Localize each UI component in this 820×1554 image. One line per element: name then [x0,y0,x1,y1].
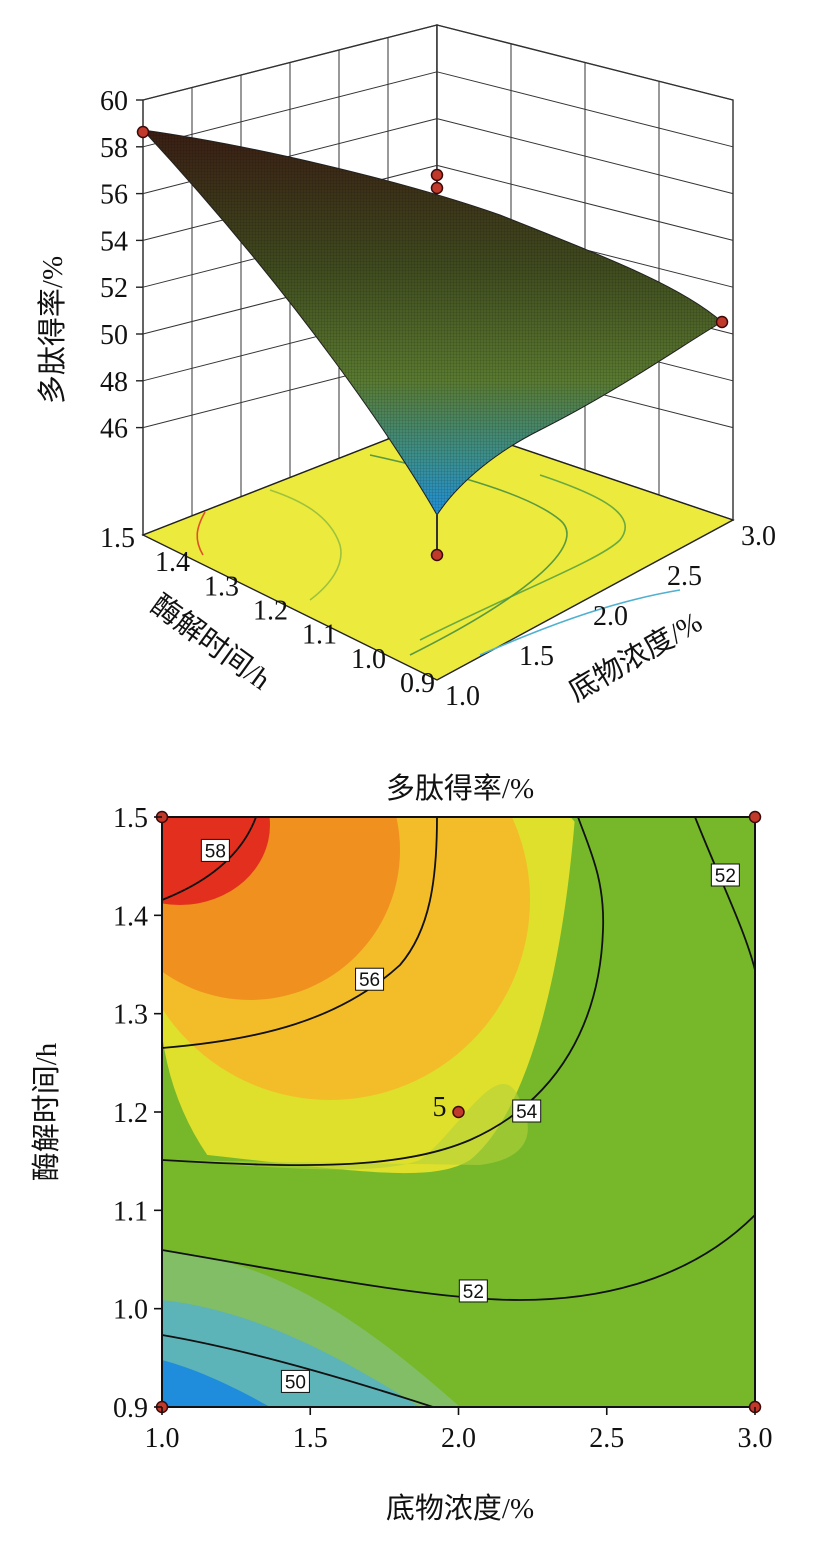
x-axis-label-3d: 底物浓度/% [563,605,708,708]
y-tick-label-3d: 1.4 [155,547,190,578]
contour-label-box [458,1279,488,1303]
contour-chart: 多肽得率/% 50 52 54 56 58 52 [30,772,773,1525]
y-tick-label-3d: 1.3 [204,571,239,602]
design-point [715,315,729,329]
y-tick-label: 1.0 [113,1295,148,1326]
contour-label-box [200,838,230,862]
contour-label-box [280,1369,310,1393]
contour-50 [161,1334,434,1408]
z-tick-label: 54 [100,226,128,257]
contour-label: 50 [285,1372,306,1393]
design-point [430,548,444,562]
y-tick-label: 1.5 [113,803,148,834]
contour-54 [161,816,605,1166]
contour-lines [161,816,756,1408]
contour-label: 56 [359,970,380,991]
contour-label: 58 [205,841,226,862]
y-tick-label: 1.4 [113,901,148,932]
x-axis-label: 底物浓度/% [386,1492,534,1525]
design-point [430,168,444,182]
z-tick-label: 58 [100,133,128,164]
design-point [430,181,444,195]
y-tick-label: 0.9 [113,1393,148,1424]
contour-56 [161,816,438,1049]
z-tick-label: 48 [100,367,128,398]
contour-52-right [694,816,756,971]
x-tick-label: 1.5 [293,1423,328,1454]
y-axis-label: 酶解时间/h [30,1042,63,1181]
y-tick-label-3d: 1.1 [302,620,337,651]
contour-label: 52 [463,1282,484,1303]
z-tick-label: 46 [100,414,128,445]
contour-label: 54 [516,1102,538,1123]
x-axis-ticks: 1.0 1.5 2.0 2.5 3.0 [145,1407,773,1454]
surface-design-points [136,125,729,562]
design-point [136,125,150,139]
z-tick-label: 56 [100,180,128,211]
contour-52-low [161,1214,756,1301]
z-axis-label: 多肽得率/% [36,256,69,404]
contour-fill [162,817,755,1407]
design-point [748,810,762,824]
y-tick-label-3d: 1.5 [100,523,135,554]
x-tick-label-3d: 1.5 [519,641,554,672]
y-tick-label-3d: 1.2 [253,596,288,627]
y-tick-label: 1.3 [113,1000,148,1031]
y-tick-label: 1.2 [113,1098,148,1129]
x-tick-label-3d: 2.5 [667,561,702,592]
x-tick-label: 1.0 [145,1423,180,1454]
contour-labels: 50 52 54 56 58 52 [200,838,740,1393]
contour-label-box [710,863,740,887]
y-tick-label-3d: 1.0 [351,644,386,675]
center-point-count: 5 [433,1092,447,1123]
center-point [452,1105,465,1119]
x-tick-label: 2.5 [589,1423,624,1454]
y-tick-label: 1.1 [113,1196,148,1227]
y-tick-label-3d: 0.9 [400,668,435,699]
z-axis-ticks: 46 48 50 52 54 56 58 60 [100,86,143,445]
z-tick-label: 60 [100,86,128,117]
response-surface [141,129,723,516]
contour-title: 多肽得率/% [386,772,534,805]
x-tick-label-3d: 1.0 [445,681,480,712]
z-tick-label: 50 [100,320,128,351]
z-tick-label: 52 [100,273,128,304]
x-tick-label-3d: 2.0 [593,601,628,632]
surface-3d-chart: 46 48 50 52 54 56 58 60 1.5 1.4 1.3 1.2 1.1 1.0 0.9 1… [36,24,776,712]
contour-58 [161,816,257,901]
y-axis-ticks-3d: 1.5 1.4 1.3 1.2 1.1 1.0 0.9 [100,523,435,699]
x-tick-label-3d: 3.0 [741,521,776,552]
contour-label-box [355,967,385,991]
x-tick-label: 2.0 [441,1423,476,1454]
x-tick-label: 3.0 [738,1423,773,1454]
y-axis-ticks: 0.9 1.0 1.1 1.2 1.3 1.4 1.5 [113,803,162,1424]
contour-label-box [512,1099,542,1123]
x-axis-ticks-3d: 1.0 1.5 2.0 2.5 3.0 [445,521,776,712]
contour-label: 52 [715,866,736,887]
